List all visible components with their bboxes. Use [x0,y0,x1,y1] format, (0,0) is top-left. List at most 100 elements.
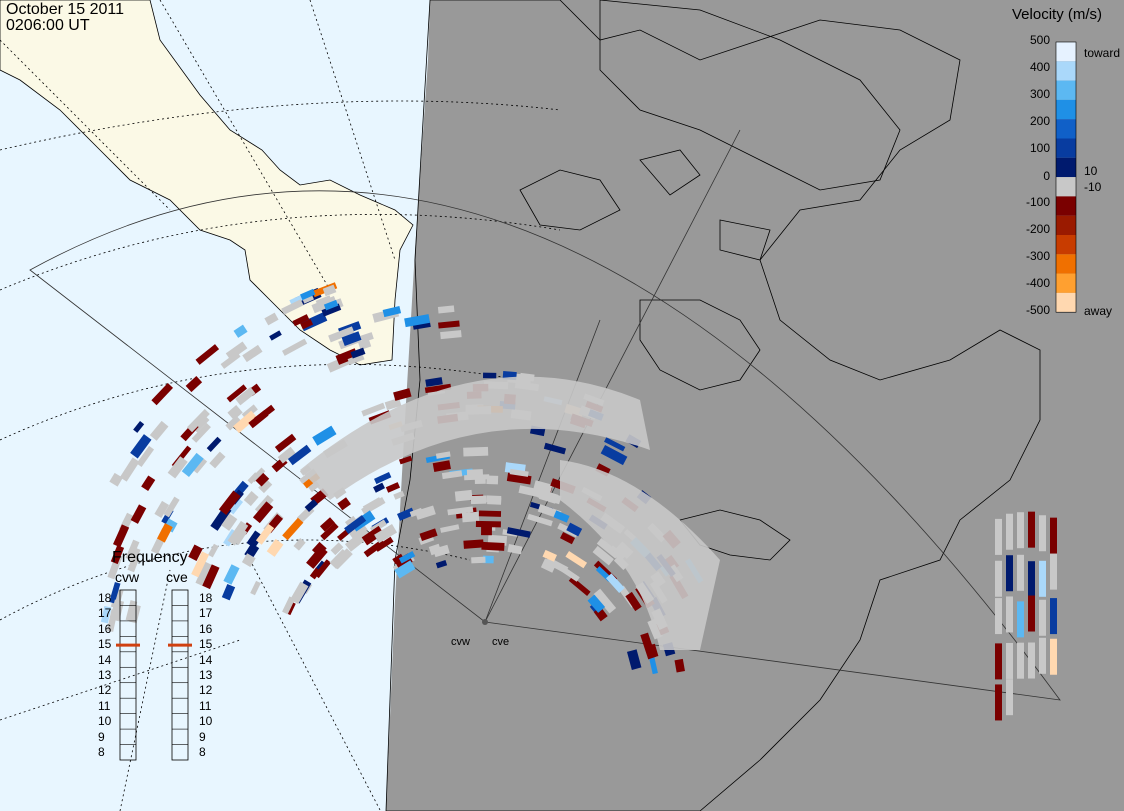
velocity-cell [181,452,204,478]
velocity-cell [428,543,442,556]
velocity-cell [1017,554,1024,591]
velocity-cell [440,524,460,533]
grid-line [119,569,171,811]
ground-scatter-band [560,460,720,650]
night-terminator-shade [386,0,1124,811]
north-america-coastline [385,0,1041,811]
velocity-cell [382,305,402,318]
velocity-cell [507,544,523,555]
lat-lon-grid [0,0,561,811]
frequency-cvw-label: cvw [115,569,140,585]
velocity-cell [1050,638,1057,675]
greenland-coastline [599,0,901,191]
velocity-cell [474,474,486,484]
velocity-cell [322,284,337,297]
colorbar-tick-label: -300 [1025,249,1050,263]
velocity-cell [374,471,392,485]
velocity-cell [1050,517,1057,554]
velocity-cell [463,446,489,457]
velocity-cell [478,510,502,517]
frequency-panel [116,589,192,761]
velocity-cell [195,561,213,587]
velocity-cell [441,470,463,480]
grid-line [0,100,561,151]
arctic-islands-coastline [519,149,771,261]
velocity-cell [600,444,628,466]
frequency-cve-label: cve [166,569,188,585]
velocity-cell [592,545,614,566]
colorbar-tick-label: 400 [1029,60,1050,74]
frequency-title: Frequency [112,549,188,566]
grid-line [0,39,171,211]
velocity-cell [129,604,141,624]
velocity-cell [226,496,244,515]
grid-line [249,559,381,811]
velocity-cell [250,580,261,596]
velocity-cell [437,305,455,314]
velocity-cell [1050,553,1057,590]
colorbar-segment [1056,42,1076,62]
radar-label-cve: cve [492,636,510,648]
velocity-cell [218,490,241,515]
velocity-cell [344,528,371,552]
velocity-cell [647,643,659,659]
colorbar-segment [1056,80,1076,100]
velocity-cell [100,605,112,624]
velocity-cell [358,338,372,350]
frequency-scale-left: 16 [98,621,112,636]
velocity-cell [209,451,226,469]
velocity-cell [149,420,169,441]
velocity-cell [374,536,394,552]
velocity-cell [483,372,497,379]
velocity-cell [341,331,362,346]
velocity-cell [566,522,583,537]
velocity-cell [625,591,642,612]
velocity-colorbar [1055,41,1077,313]
velocity-cell [543,442,567,455]
colorbar-tick-label: -200 [1025,222,1050,236]
velocity-cell [304,499,318,512]
colorbar-tick-label: -100 [1025,195,1050,209]
velocity-cell [252,501,274,524]
velocity-cell [373,482,386,493]
velocity-cell [187,409,210,433]
grid-line [309,0,396,261]
velocity-cell [130,547,141,560]
velocity-cell [246,530,264,549]
velocity-cell [1028,642,1035,679]
colorbar-tick-label: 0 [1043,169,1050,183]
velocity-cell [167,456,188,479]
velocity-cell [113,524,130,548]
velocity-cell [626,649,642,670]
velocity-cell [486,475,499,485]
velocity-cell [109,581,121,604]
velocity-cell [282,596,296,615]
velocity-cell [463,539,484,549]
velocity-cell [319,517,335,532]
frequency-scale-right: 8 [199,745,206,760]
velocity-cell [1028,561,1035,598]
velocity-cell [344,515,367,534]
velocity-cell [110,545,125,565]
date-title: October 15 2011 [6,1,125,18]
colorbar-segment [1056,61,1076,81]
velocity-cell [1028,595,1035,632]
velocity-cell [1050,598,1057,635]
frequency-cve-box [171,589,189,761]
frequency-scale-right: 17 [199,606,213,621]
frequency-scale-right: 11 [199,698,212,713]
velocity-cell [475,520,501,528]
frequency-scale-left: 17 [98,606,112,621]
frequency-scale-left: 9 [98,729,105,744]
velocity-cell [1039,599,1046,636]
velocity-cell [282,338,308,356]
frequency-scale-right: 9 [199,729,206,744]
radar-label-cvw: cvw [451,636,470,648]
velocity-cell [328,326,355,343]
colorbar-segment [1056,273,1076,293]
velocity-cell [154,500,169,518]
velocity-cell [1017,601,1024,638]
colorbar-segment [1056,157,1076,178]
velocity-cell [596,538,620,559]
velocity-cell [1006,555,1013,592]
